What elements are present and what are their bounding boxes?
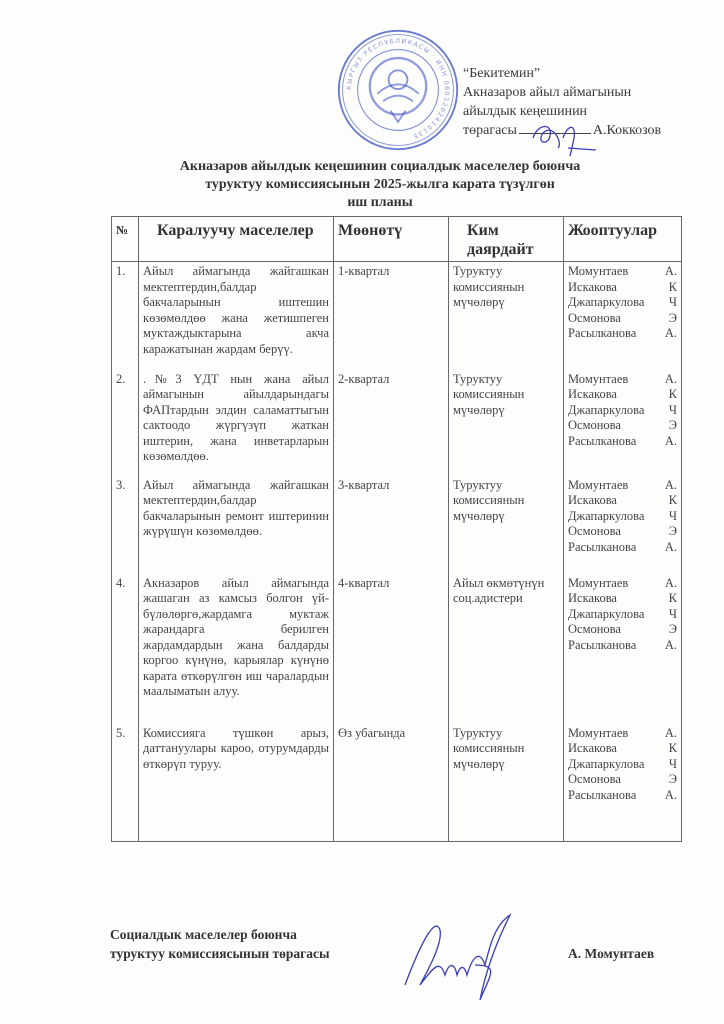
- table-header-row: № Каралуучу маселелер Мөөнөтү Ким даярда…: [111, 216, 682, 262]
- header-term: Мөөнөтү: [333, 216, 449, 262]
- responsible-person: Осмонова Э: [568, 622, 677, 636]
- responsible-person: Расылканова А.: [568, 539, 677, 554]
- approval-signer: А.Коккозов: [592, 123, 662, 138]
- approval-block: “Бекитемин” Акназаров айыл аймагынын айы…: [463, 64, 661, 140]
- responsible-person: Момунтаев А.: [568, 371, 677, 386]
- responsible-person: Момунтаев А.: [568, 477, 677, 492]
- responsible-person: Джапаркулова Ч: [568, 508, 677, 523]
- footer-line-1: Социалдык маселелер боюнча: [110, 927, 297, 942]
- responsible-person: Джапаркулова Ч: [568, 756, 677, 771]
- row-who: Туруктуу комиссиянын мүчөлөрү: [448, 369, 564, 476]
- responsible-person: Момунтаев А.: [568, 725, 677, 740]
- responsible-person: Искакова К: [568, 387, 677, 401]
- row-issue: Айыл аймагында жайгашкан мектептердин,ба…: [138, 475, 334, 574]
- table-row: 2. .№3 ҮДТ нын жана айыл аймагынын айылда…: [111, 369, 682, 476]
- title-line-1: Акназаров айылдык кеңешинин социалдык ма…: [179, 159, 581, 174]
- row-number: 4.: [111, 573, 139, 724]
- responsible-person: Джапаркулова Ч: [568, 402, 677, 417]
- row-issue: Акназаров айыл аймагында жашаган аз камс…: [138, 573, 334, 724]
- row-who: Айыл өкмөтүнүн соц.адистери: [448, 573, 564, 724]
- table-row: 5. Комиссияга түшкөн арыз, даттануулары к…: [111, 723, 682, 842]
- row-term: 1-квартал: [333, 261, 449, 370]
- responsible-person: Искакова К: [568, 741, 677, 755]
- commission-chair-signature: [404, 913, 512, 1001]
- header-who: Ким даярдайт: [448, 216, 564, 262]
- responsible-person: Момунтаев А.: [568, 575, 677, 590]
- responsible-person: Расылканова А.: [568, 637, 677, 652]
- responsible-person: Расылканова А.: [568, 787, 677, 802]
- responsible-person: Джапаркулова Ч: [568, 606, 677, 621]
- responsible-person: Осмонова Э: [568, 772, 677, 786]
- row-responsible: Момунтаев А. Искакова К Джапаркулова Ч Осм…: [563, 723, 682, 842]
- approval-heading: “Бекитемин”: [463, 66, 541, 81]
- row-responsible: Момунтаев А. Искакова К Джапаркулова Ч Осм…: [563, 573, 682, 724]
- row-term: 2-квартал: [333, 369, 449, 476]
- row-term: 4-квартал: [333, 573, 449, 724]
- responsible-person: Джапаркулова Ч: [568, 295, 677, 309]
- row-who: Туруктуу комиссиянын мүчөлөрү: [448, 723, 564, 842]
- footer-line-2: туруктуу комиссиясынын төрагасы: [110, 946, 330, 961]
- row-responsible: Момунтаев А. Искакова К Джапаркулова Ч Осм…: [563, 369, 682, 476]
- row-number: 2.: [111, 369, 139, 476]
- table-row: 4. Акназаров айыл аймагында жашаган аз ка…: [111, 573, 682, 724]
- approval-line: Акназаров айыл аймагынын: [463, 85, 632, 100]
- responsible-person: Осмонова Э: [568, 310, 677, 325]
- row-term: Өз убагында: [333, 723, 449, 842]
- responsible-person: Осмонова Э: [568, 524, 677, 538]
- responsible-person: Осмонова Э: [568, 418, 677, 432]
- table-row: 3. Айыл аймагында жайгашкан мектептердин,…: [111, 475, 682, 574]
- responsible-person: Расылканова А.: [568, 433, 677, 448]
- row-term: 3-квартал: [333, 475, 449, 574]
- work-plan-table: № Каралуучу маселелер Мөөнөтү Ким даярда…: [111, 216, 682, 842]
- footer-block: Социалдык маселелер боюнча туруктуу коми…: [110, 925, 330, 963]
- row-who: Туруктуу комиссиянын мүчөлөрү: [448, 261, 564, 370]
- row-issue: Айыл аймагында жайгашкан мектептердин,ба…: [138, 261, 334, 370]
- approval-line: айылдык кеңешинин: [463, 104, 588, 119]
- row-number: 5.: [111, 723, 139, 842]
- row-number: 1.: [111, 261, 139, 370]
- responsible-person: Расылканова А.: [568, 326, 677, 340]
- chairman-signature: [532, 125, 597, 157]
- row-issue: .№3 ҮДТ нын жана айыл аймагынын айылдары…: [138, 369, 334, 476]
- responsible-person: Искакова К: [568, 279, 677, 294]
- title-line-2: туруктуу комиссиясынын 2025-жылга карата…: [205, 177, 555, 192]
- row-who: Туруктуу комиссиянын мүчөлөрү: [448, 475, 564, 574]
- table-row: 1. Айыл аймагында жайгашкан мектептердин,…: [111, 261, 682, 370]
- responsible-person: Момунтаев А.: [568, 264, 677, 278]
- row-number: 3.: [111, 475, 139, 574]
- header-number: №: [111, 216, 139, 262]
- responsible-person: Искакова К: [568, 493, 677, 507]
- approval-position: төрагасы: [463, 123, 517, 138]
- header-issues: Каралуучу маселелер: [138, 216, 334, 262]
- title-line-3: иш планы: [347, 195, 413, 210]
- row-responsible: Момунтаев А. Искакова К Джапаркулова Ч Осм…: [563, 475, 682, 574]
- official-stamp: КЫРГЫЗ РЕСПУБЛИКАСЫ · ИНН 0803202410135: [337, 29, 459, 151]
- row-responsible: Момунтаев А. Искакова К Джапаркулова Ч Осм…: [563, 261, 682, 370]
- document-title: Акназаров айылдык кеңешинин социалдык ма…: [100, 158, 660, 212]
- header-responsible: Жооптуулар: [563, 216, 682, 262]
- row-issue: Комиссияга түшкөн арыз, даттануулары кар…: [138, 723, 334, 842]
- responsible-person: Искакова К: [568, 591, 677, 605]
- footer-signer-name: А. Момунтаев: [568, 946, 655, 961]
